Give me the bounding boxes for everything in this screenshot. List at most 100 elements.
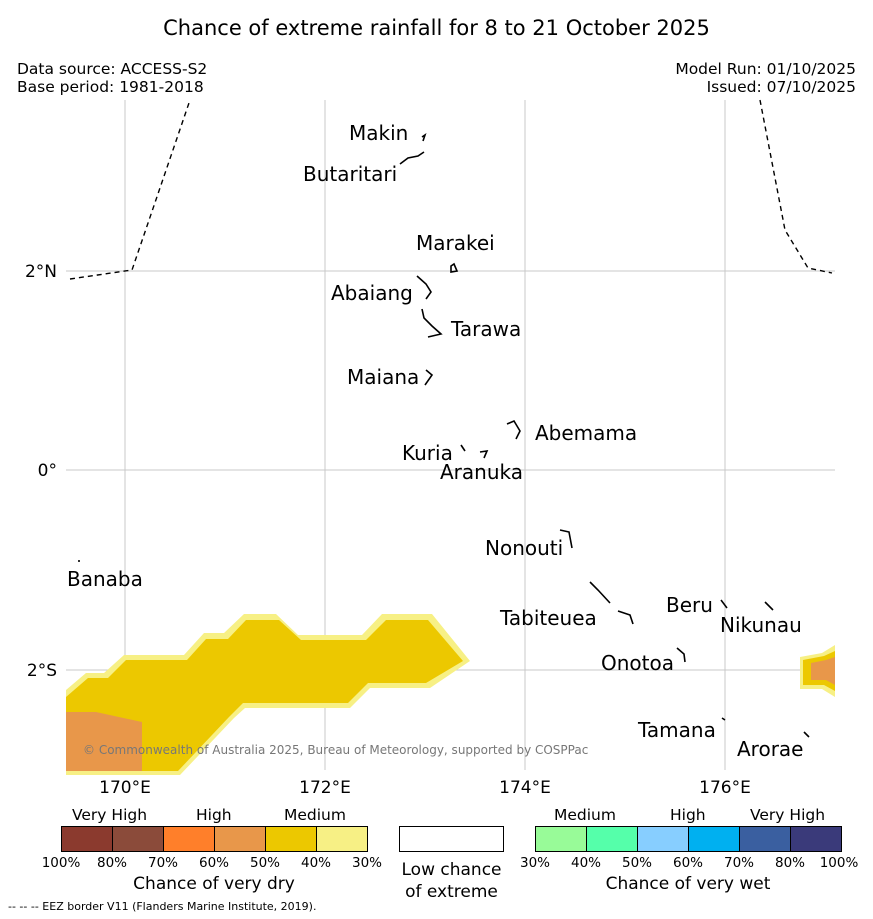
island-label-abaiang: Abaiang (331, 281, 413, 305)
island-shape-tamana (721, 717, 726, 721)
island-label-maiana: Maiana (347, 365, 419, 389)
island-shape-nonouti (559, 529, 573, 549)
legend-wet-header-high: High (670, 806, 706, 824)
legend-dry-swatch (214, 826, 266, 852)
legend-wet-swatch (739, 826, 791, 852)
map: Makin Butaritari Marakei Abaiang Tarawa … (25, 99, 835, 798)
island-shape-arorae (803, 731, 810, 738)
island-label-tarawa: Tarawa (450, 317, 521, 341)
legend-wet-title: Chance of very wet (605, 874, 771, 894)
lon-tick-172e: 172°E (299, 778, 351, 798)
island-label-aranuka: Aranuka (440, 460, 523, 484)
legend-wet-header-very-high: Very High (750, 806, 826, 824)
legend-wet-tick: 80% (774, 855, 806, 871)
island-shape-tabiteuea (589, 581, 634, 625)
legend-dry-tick: 80% (96, 855, 128, 871)
legend-dry-swatch (265, 826, 317, 852)
legend-wet-swatch (790, 826, 842, 852)
base-period: Base period: 1981-2018 (17, 78, 204, 96)
legend-dry-swatch (61, 826, 113, 852)
legend-dry-tick: 40% (300, 855, 332, 871)
legend-dry-title: Chance of very dry (133, 874, 295, 894)
island-shape-butaritari (399, 151, 425, 165)
legend-wet-tick: 30% (519, 855, 551, 871)
island-shape-maiana (424, 369, 434, 386)
island-label-nonouti: Nonouti (485, 536, 563, 560)
lat-tick-2s: 2°S (27, 661, 57, 681)
legend-wet-tick: 60% (672, 855, 704, 871)
lat-tick-2n: 2°N (25, 262, 57, 282)
legend-wet-tick: 70% (723, 855, 755, 871)
legend-dry-header-very-high: Very High (72, 806, 148, 824)
lat-tick-0: 0° (38, 461, 57, 481)
island-label-butaritari: Butaritari (303, 162, 397, 186)
island-label-tamana: Tamana (637, 718, 716, 742)
legend-dry-swatch (163, 826, 215, 852)
island-label-makin: Makin (349, 121, 408, 145)
legend-wet-swatch (688, 826, 740, 852)
eez-border-west (69, 99, 191, 280)
island-label-abemama: Abemama (535, 421, 637, 445)
island-label-nikunau: Nikunau (720, 613, 802, 637)
island-shape-tarawa (421, 308, 443, 338)
eez-border-east (759, 99, 833, 274)
chart-title: Chance of extreme rainfall for 8 to 21 O… (163, 16, 710, 40)
island-shape-abaiang (416, 275, 432, 300)
legend-low-title-line1: Low chance (401, 860, 502, 880)
island-label-arorae: Arorae (737, 737, 803, 761)
lon-tick-170e: 170°E (99, 778, 151, 798)
legend-dry-tick: 50% (249, 855, 281, 871)
island-shape-kuria (460, 444, 466, 452)
gridlines (66, 100, 835, 770)
lon-tick-174e: 174°E (499, 778, 551, 798)
island-shape-marakei (450, 262, 459, 273)
legend-low-title-line2: of extreme (405, 882, 498, 902)
legend-wet-tick: 50% (621, 855, 653, 871)
dry-region-high (66, 712, 142, 771)
legend-wet-swatch (586, 826, 638, 852)
island-shape-abemama (506, 419, 521, 440)
island-shape-makin (421, 133, 427, 142)
island-labels: Makin Butaritari Marakei Abaiang Tarawa … (67, 121, 803, 761)
island-label-beru: Beru (666, 593, 713, 617)
legend-dry-tick: 60% (198, 855, 230, 871)
legend-dry-header-high: High (196, 806, 232, 824)
legend-dry-tick: 100% (41, 855, 81, 871)
legend-wet-header-medium: Medium (554, 806, 616, 824)
meta-left: Data source: ACCESS-S2 Base period: 1981… (17, 60, 207, 96)
island-label-marakei: Marakei (416, 231, 495, 255)
legend-dry-tick: 30% (351, 855, 383, 871)
dry-east-high (811, 657, 835, 685)
footnote-eez: -- -- -- EEZ border V11 (Flanders Marine… (8, 900, 317, 913)
data-source: Data source: ACCESS-S2 (17, 60, 208, 78)
meta-right: Model Run: 01/10/2025 Issued: 07/10/2025 (675, 60, 856, 96)
legend-wet-swatch (637, 826, 689, 852)
legend-dry-header-medium: Medium (284, 806, 346, 824)
island-outlines (78, 133, 810, 738)
dry-region-core (66, 620, 463, 771)
lon-tick-labels: 170°E 172°E 174°E 176°E (99, 778, 751, 798)
issued-date: Issued: 07/10/2025 (706, 78, 856, 96)
island-label-onotoa: Onotoa (601, 651, 674, 675)
legend-dry-tick: 70% (147, 855, 179, 871)
eez-border (69, 99, 833, 280)
island-shape-beru (720, 599, 728, 609)
legend-wet-swatch (535, 826, 587, 852)
model-run: Model Run: 01/10/2025 (675, 60, 856, 78)
legend-low-swatch (399, 826, 504, 852)
island-shape-onotoa (676, 647, 686, 663)
island-label-banaba: Banaba (67, 567, 143, 591)
lat-tick-labels: 2°N 0° 2°S (25, 262, 57, 681)
legend-dry-swatch (316, 826, 368, 852)
island-shape-aranuka (479, 450, 489, 459)
island-label-tabiteuea: Tabiteuea (499, 606, 597, 630)
island-label-kuria: Kuria (402, 441, 453, 465)
island-shape-nikunau (764, 601, 774, 611)
legend-wet-tick: 40% (570, 855, 602, 871)
legend-dry-swatch (112, 826, 164, 852)
copyright-text: © Commonwealth of Australia 2025, Bureau… (83, 743, 588, 757)
legend-low-title: Low chance of extreme (389, 859, 514, 903)
dry-region-medium (66, 614, 470, 775)
lon-tick-176e: 176°E (699, 778, 751, 798)
legend-wet-tick: 100% (819, 855, 859, 871)
